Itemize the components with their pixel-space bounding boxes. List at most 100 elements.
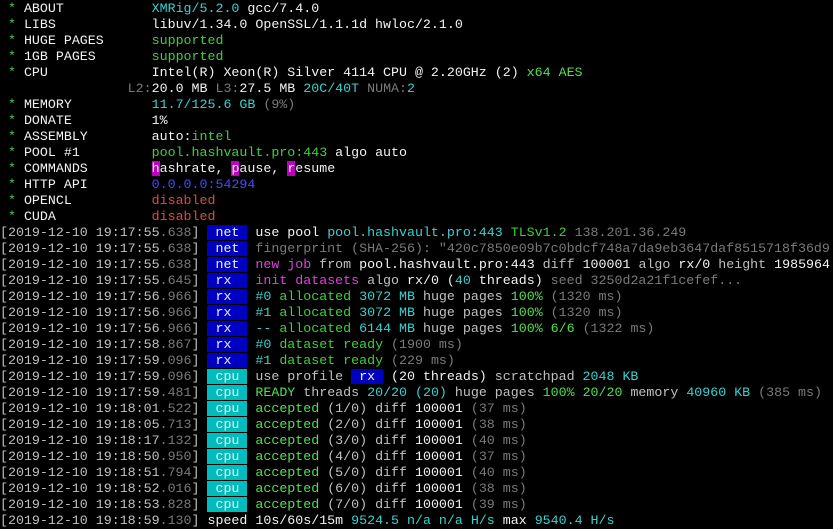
text-segment: 100001	[414, 481, 471, 496]
text-segment: [2019-12-10 19:17:55	[0, 257, 160, 272]
terminal-line: [2019-12-10 19:18:59.130] speed 10s/60s/…	[0, 513, 833, 529]
text-segment: memory	[622, 385, 687, 400]
text-segment: .481	[159, 385, 192, 400]
log-tag-badge: cpu	[207, 433, 248, 448]
text-segment: ]	[191, 513, 208, 528]
terminal-line: [2019-12-10 19:18:53.828] cpu accepted (…	[0, 497, 833, 513]
text-segment: rx/0	[407, 273, 439, 288]
text-segment: (20 threads)	[383, 369, 487, 384]
text-segment: ]	[191, 465, 208, 480]
text-segment: [2019-12-10 19:17:55	[0, 241, 160, 256]
text-segment: .016	[159, 481, 192, 496]
terminal-line: * 1GB PAGES supported	[0, 49, 833, 65]
log-tag-badge: cpu	[207, 481, 248, 496]
text-segment: gcc/7.4.0	[239, 1, 320, 16]
text-segment: TLSv1.2	[510, 225, 575, 240]
text-segment: 9540.4 H/s	[534, 513, 615, 528]
text-segment: ]	[191, 321, 208, 336]
text-segment: ]	[191, 305, 208, 320]
text-segment: ASSEMBLY	[23, 129, 152, 144]
log-tag-badge: rx	[207, 273, 248, 288]
text-segment: (1322 ms)	[582, 321, 655, 336]
text-segment: [2019-12-10 19:18:53	[0, 497, 160, 512]
text-segment: .522	[159, 401, 192, 416]
text-segment: init datasets	[255, 273, 360, 288]
text-segment: huge pages	[446, 385, 543, 400]
text-segment: .794	[159, 465, 192, 480]
terminal-line: * MEMORY 11.7/125.6 GB (9%)	[0, 97, 833, 113]
text-segment: MEMORY	[23, 97, 152, 112]
text-segment: 20.0 MB	[151, 81, 216, 96]
text-segment: algo	[359, 273, 407, 288]
text-segment: (9%)	[263, 97, 296, 112]
terminal-line: * HTTP API 0.0.0.0:54294	[0, 177, 833, 193]
text-segment: XMRig/5.2.0	[151, 1, 240, 16]
terminal-line: [2019-12-10 19:18:50.950] cpu accepted (…	[0, 449, 833, 465]
text-segment: (1/0) diff	[319, 401, 415, 416]
text-segment: speed 10s/60s/15m	[207, 513, 352, 528]
text-segment: DONATE	[23, 113, 152, 128]
text-segment: allocated	[271, 305, 360, 320]
text-segment: ]	[191, 385, 208, 400]
text-segment: *	[0, 193, 24, 208]
text-segment: ause,	[239, 161, 288, 176]
text-segment: ]	[191, 257, 208, 272]
text-segment: L2:	[127, 81, 152, 96]
log-tag-badge: net	[207, 241, 248, 256]
terminal-line: * ASSEMBLY auto:intel	[0, 129, 833, 145]
text-segment: *	[0, 33, 24, 48]
text-segment: (7/0) diff	[319, 497, 415, 512]
terminal-line: * ABOUT XMRig/5.2.0 gcc/7.4.0	[0, 1, 833, 17]
text-segment: [2019-12-10 19:17:58	[0, 337, 160, 352]
command-hotkey: h	[151, 161, 160, 176]
text-segment: 100001	[414, 497, 471, 512]
text-segment: .645	[159, 273, 192, 288]
text-segment: rx/0	[678, 257, 711, 272]
terminal-line: [2019-12-10 19:17:55.638] net use pool p…	[0, 225, 833, 241]
text-segment: dataset ready	[271, 337, 392, 352]
text-segment: from	[311, 257, 360, 272]
terminal-line: * HUGE PAGES supported	[0, 33, 833, 49]
text-segment: #1	[255, 353, 272, 368]
text-segment: intel	[191, 129, 232, 144]
text-segment: 100001	[414, 401, 471, 416]
text-segment: *	[0, 113, 24, 128]
text-segment: 100001	[414, 417, 471, 432]
text-segment: [2019-12-10 19:17:55	[0, 273, 160, 288]
text-segment: 20/20 (20)	[367, 385, 447, 400]
text-segment: accepted	[255, 497, 320, 512]
text-segment: accepted	[255, 481, 320, 496]
text-segment: *	[0, 161, 24, 176]
text-segment: (1320 ms)	[550, 305, 623, 320]
text-segment: 40	[454, 273, 471, 288]
text-segment: 1GB PAGES	[23, 49, 152, 64]
text-segment: ]	[191, 497, 208, 512]
text-segment: CUDA	[23, 209, 152, 224]
text-segment: pool.hashvault.pro:443	[359, 257, 535, 272]
text-segment: (37 ms)	[470, 449, 527, 464]
text-segment: (385 ms)	[758, 385, 822, 400]
text-segment: ]	[191, 481, 208, 496]
text-segment: rx	[351, 369, 384, 384]
text-segment: accepted	[255, 433, 320, 448]
text-segment: ]	[191, 369, 208, 384]
text-segment: *	[0, 209, 24, 224]
text-segment: max	[494, 513, 535, 528]
text-segment: threads)	[470, 273, 551, 288]
text-segment: disabled	[151, 209, 216, 224]
terminal-line: [2019-12-10 19:17:55.638] net fingerprin…	[0, 241, 833, 257]
text-segment: .638	[159, 241, 192, 256]
text-segment: *	[0, 177, 24, 192]
text-segment: L3:	[215, 81, 240, 96]
text-segment: 100001	[414, 449, 471, 464]
text-segment: ]	[191, 241, 208, 256]
text-segment: fingerprint (SHA-256): "420c7850e09b7c0b…	[247, 241, 830, 256]
text-segment: use profile	[247, 369, 352, 384]
text-segment: H/s	[470, 513, 495, 528]
text-segment: (	[438, 273, 455, 288]
log-tag-badge: cpu	[207, 401, 248, 416]
text-segment: .966	[159, 289, 192, 304]
log-tag-badge: rx	[207, 305, 248, 320]
text-segment: *	[0, 65, 24, 80]
text-segment: (2/0) diff	[319, 417, 415, 432]
